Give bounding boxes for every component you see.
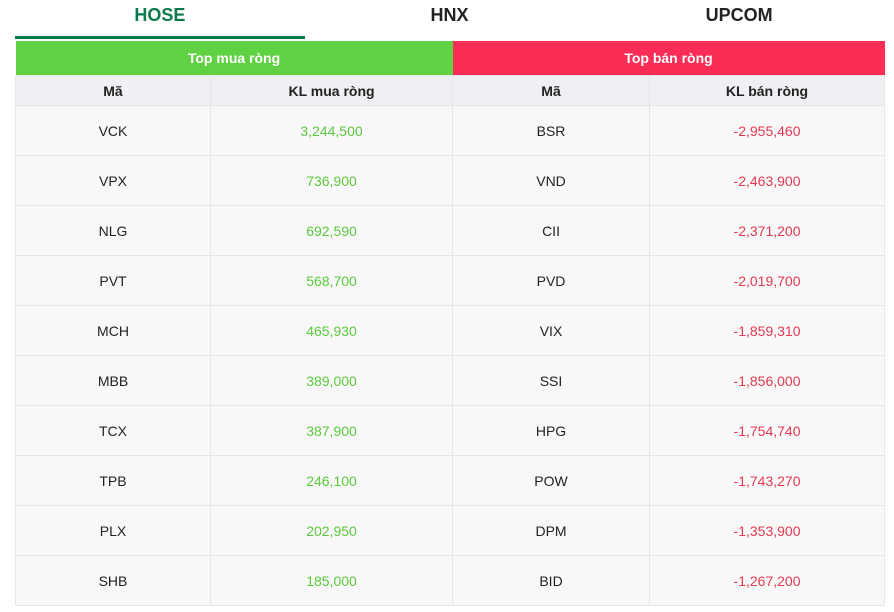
ticker: VCK: [15, 105, 211, 156]
ticker: POW: [452, 455, 651, 506]
ticker: NLG: [15, 205, 211, 256]
ticker: CII: [452, 205, 651, 256]
net-volume: -2,019,700: [649, 255, 886, 306]
ticker: PVT: [15, 255, 211, 306]
ticker: MBB: [15, 355, 211, 406]
ticker: VPX: [15, 155, 211, 206]
ticker: PVD: [452, 255, 651, 306]
table-body: VCK 3,244,500 BSR -2,955,460 VPX 736,900 VND -2…: [15, 105, 886, 606]
tab-bar: HOSE HNX UPCOM: [15, 0, 884, 39]
ticker: SSI: [452, 355, 651, 406]
ticker: PLX: [15, 505, 211, 556]
column-header: KL bán ròng: [649, 75, 886, 106]
net-volume: 246,100: [209, 455, 454, 506]
ticker: SHB: [15, 555, 211, 606]
table-row: PLX 202,950 DPM -1,353,900: [15, 505, 886, 556]
buy-title: Top mua ròng: [15, 41, 453, 76]
ticker: BID: [452, 555, 651, 606]
sell-title: Top bán ròng: [452, 41, 885, 76]
net-volume: -1,754,740: [649, 405, 886, 456]
ticker: MCH: [15, 305, 211, 356]
tab[interactable]: HNX: [430, 5, 469, 25]
net-volume: -1,859,310: [649, 305, 886, 356]
ticker: TCX: [15, 405, 211, 456]
column-header: Mã: [452, 75, 651, 106]
ticker: BSR: [452, 105, 651, 156]
net-volume: 568,700: [209, 255, 454, 306]
ticker: DPM: [452, 505, 651, 556]
table-row: SHB 185,000 BID -1,267,200: [15, 555, 886, 606]
ticker: HPG: [452, 405, 651, 456]
table-row: MBB 389,000 SSI -1,856,000: [15, 355, 886, 406]
net-volume: 736,900: [209, 155, 454, 206]
table-row: NLG 692,590 CII -2,371,200: [15, 205, 886, 256]
table-row: MCH 465,930 VIX -1,859,310: [15, 305, 886, 356]
net-volume: -2,371,200: [649, 205, 886, 256]
net-volume: -2,463,900: [649, 155, 886, 206]
net-volume: 387,900: [209, 405, 454, 456]
net-volume: -2,955,460: [649, 105, 886, 156]
net-volume: 692,590: [209, 205, 454, 256]
ticker: VND: [452, 155, 651, 206]
table-row: VPX 736,900 VND -2,463,900: [15, 155, 886, 206]
tab[interactable]: HOSE: [15, 0, 305, 39]
table-row: TPB 246,100 POW -1,743,270: [15, 455, 886, 506]
ticker: TPB: [15, 455, 211, 506]
table-row: TCX 387,900 HPG -1,754,740: [15, 405, 886, 456]
net-volume: 185,000: [209, 555, 454, 606]
net-volume: 3,244,500: [209, 105, 454, 156]
ticker: VIX: [452, 305, 651, 356]
tab[interactable]: UPCOM: [705, 5, 773, 25]
column-header: Mã: [15, 75, 211, 106]
table-row: PVT 568,700 PVD -2,019,700: [15, 255, 886, 306]
table-row: VCK 3,244,500 BSR -2,955,460: [15, 105, 886, 156]
net-volume: 202,950: [209, 505, 454, 556]
net-volume: -1,856,000: [649, 355, 886, 406]
net-volume: 389,000: [209, 355, 454, 406]
net-volume: -1,743,270: [649, 455, 886, 506]
net-volume: 465,930: [209, 305, 454, 356]
net-trade-table: Top mua ròng Top bán ròng Mã KL mua ròng…: [15, 41, 886, 606]
net-volume: -1,353,900: [649, 505, 886, 556]
net-volume: -1,267,200: [649, 555, 886, 606]
column-header: KL mua ròng: [209, 75, 454, 106]
